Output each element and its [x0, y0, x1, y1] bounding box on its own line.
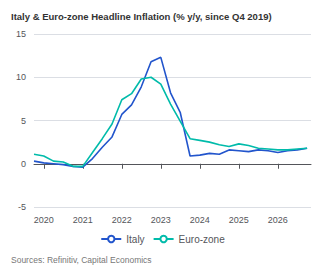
svg-text:10: 10	[16, 72, 26, 82]
svg-text:Italy: Italy	[126, 234, 144, 245]
svg-text:Italy & Euro-zone Headline Inf: Italy & Euro-zone Headline Inflation (% …	[11, 11, 272, 22]
svg-text:-5: -5	[18, 202, 26, 212]
svg-text:15: 15	[16, 29, 26, 39]
svg-text:Sources: Refinitiv, Capital Ec: Sources: Refinitiv, Capital Economics	[11, 255, 152, 265]
svg-text:2025: 2025	[229, 215, 249, 225]
svg-text:2020: 2020	[34, 215, 54, 225]
svg-text:0: 0	[21, 159, 26, 169]
svg-text:2021: 2021	[73, 215, 93, 225]
svg-text:Euro-zone: Euro-zone	[179, 234, 226, 245]
svg-text:2022: 2022	[112, 215, 132, 225]
svg-text:5: 5	[21, 116, 26, 126]
svg-text:2023: 2023	[151, 215, 171, 225]
svg-text:2026: 2026	[268, 215, 288, 225]
svg-text:2024: 2024	[190, 215, 210, 225]
